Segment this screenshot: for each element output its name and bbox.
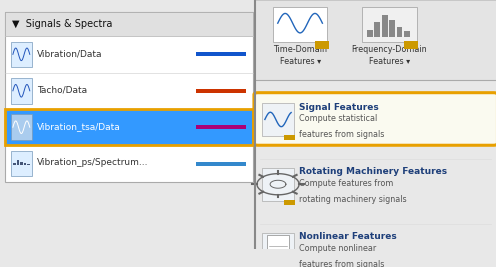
Bar xyxy=(262,233,294,266)
Bar xyxy=(382,15,387,37)
Bar xyxy=(5,13,253,36)
Bar xyxy=(367,30,372,37)
Bar xyxy=(11,42,32,67)
Bar xyxy=(284,200,295,205)
Bar xyxy=(24,163,26,165)
Bar xyxy=(262,103,294,136)
FancyBboxPatch shape xyxy=(254,93,496,145)
Text: features from signals: features from signals xyxy=(299,130,384,139)
Text: Time-Domain
Features ▾: Time-Domain Features ▾ xyxy=(273,45,327,66)
Bar xyxy=(196,52,246,56)
Text: Compute features from: Compute features from xyxy=(299,179,393,188)
Bar xyxy=(284,265,295,267)
Text: Tacho/Data: Tacho/Data xyxy=(37,85,87,95)
Bar xyxy=(27,164,30,165)
Bar xyxy=(267,235,289,263)
Bar xyxy=(17,160,19,165)
Bar xyxy=(404,41,418,49)
Text: Signal Features: Signal Features xyxy=(299,103,379,112)
Bar xyxy=(284,135,295,140)
Text: rotating machinery signals: rotating machinery signals xyxy=(299,195,407,204)
Text: Rotating Machinery Features: Rotating Machinery Features xyxy=(299,167,447,176)
Bar xyxy=(5,109,253,146)
Bar xyxy=(262,168,294,201)
Bar xyxy=(11,115,32,140)
Text: Vibration/Data: Vibration/Data xyxy=(37,49,103,58)
Text: Compute statistical: Compute statistical xyxy=(299,114,377,123)
Bar xyxy=(196,125,246,129)
Text: Vibration_ps/Spectrum...: Vibration_ps/Spectrum... xyxy=(37,158,149,167)
Text: features from signals: features from signals xyxy=(299,260,384,267)
Bar xyxy=(404,31,410,37)
Bar xyxy=(255,0,496,80)
Bar xyxy=(196,162,246,166)
Bar xyxy=(362,7,417,42)
Bar xyxy=(196,89,246,93)
Bar xyxy=(11,151,32,176)
Bar xyxy=(389,20,395,37)
Text: Vibration_tsa/Data: Vibration_tsa/Data xyxy=(37,122,121,131)
Text: Compute nonlinear: Compute nonlinear xyxy=(299,244,376,253)
Bar xyxy=(397,28,402,37)
Text: ▼  Signals & Spectra: ▼ Signals & Spectra xyxy=(12,19,113,29)
Bar xyxy=(11,78,32,104)
Bar xyxy=(13,163,16,165)
Text: Nonlinear Features: Nonlinear Features xyxy=(299,232,397,241)
Bar xyxy=(273,7,327,42)
Bar xyxy=(315,41,329,49)
Bar xyxy=(374,22,380,37)
Bar xyxy=(5,13,253,182)
Bar xyxy=(20,162,23,165)
Text: Frequency-Domain
Features ▾: Frequency-Domain Features ▾ xyxy=(352,45,427,66)
